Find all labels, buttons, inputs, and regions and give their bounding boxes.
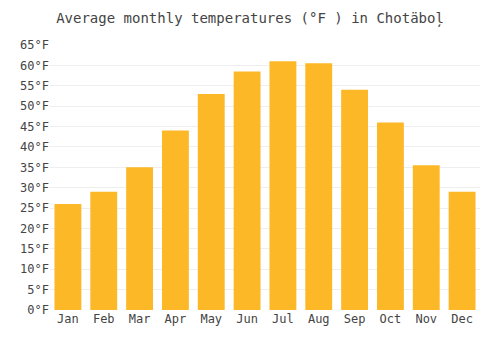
svg-text:Jun: Jun [236, 312, 258, 326]
svg-text:Dec: Dec [451, 312, 473, 326]
svg-text:May: May [200, 312, 222, 326]
svg-text:5°F: 5°F [27, 283, 49, 297]
svg-text:Nov: Nov [415, 312, 437, 326]
svg-text:Apr: Apr [165, 312, 187, 326]
svg-text:40°F: 40°F [20, 140, 49, 154]
svg-text:0°F: 0°F [27, 303, 49, 317]
svg-text:50°F: 50°F [20, 99, 49, 113]
svg-text:Feb: Feb [93, 312, 115, 326]
svg-text:45°F: 45°F [20, 120, 49, 134]
svg-text:25°F: 25°F [20, 201, 49, 215]
svg-text:Oct: Oct [380, 312, 402, 326]
svg-text:Aug: Aug [308, 312, 330, 326]
svg-text:60°F: 60°F [20, 59, 49, 73]
svg-text:30°F: 30°F [20, 181, 49, 195]
svg-text:65°F: 65°F [20, 38, 49, 52]
svg-text:55°F: 55°F [20, 79, 49, 93]
svg-text:Average monthly temperatures (: Average monthly temperatures (°F ) in Ch… [56, 10, 444, 27]
svg-text:35°F: 35°F [20, 161, 49, 175]
svg-text:10°F: 10°F [20, 262, 49, 276]
svg-text:Jul: Jul [272, 312, 294, 326]
svg-text:20°F: 20°F [20, 222, 49, 236]
svg-text:15°F: 15°F [20, 242, 49, 256]
svg-text:Mar: Mar [129, 312, 151, 326]
svg-text:Jan: Jan [57, 312, 79, 326]
svg-text:Sep: Sep [344, 312, 366, 326]
